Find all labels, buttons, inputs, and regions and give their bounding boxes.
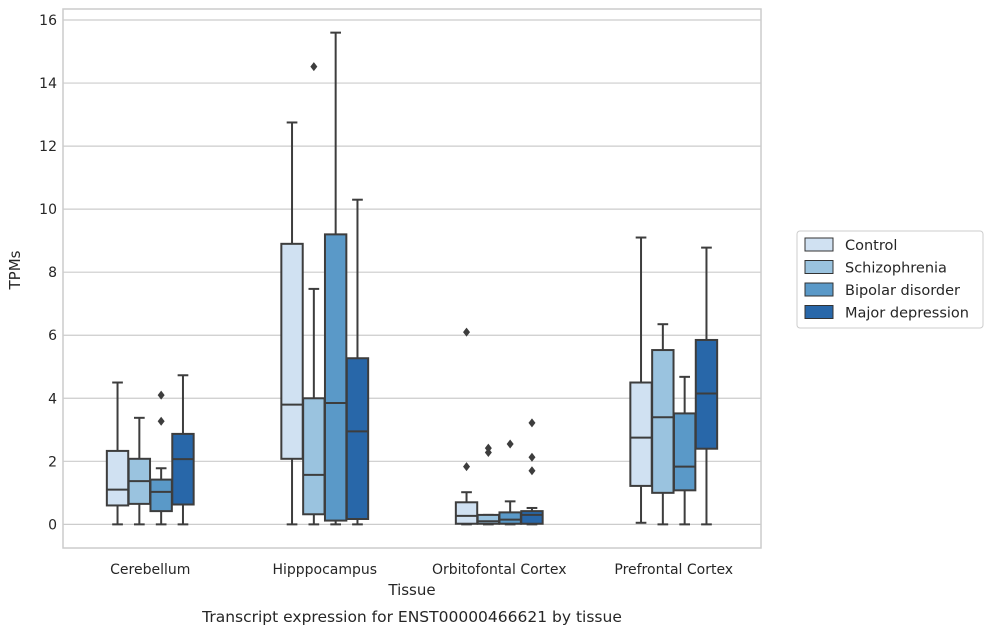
outlier-point [528,452,536,462]
box-major-depression [171,374,195,526]
x-tick-label: Prefrontal Cortex [614,562,733,578]
legend-swatch [804,237,834,252]
box-iqr [629,381,653,487]
x-tick-label: Cerebellum [110,562,190,578]
box-iqr [672,412,697,492]
box-control [629,236,653,524]
box-major-depression [345,198,370,526]
y-axis-label: TPMs [6,250,24,290]
legend-label: Control [845,238,897,254]
outlier-point [463,327,471,337]
legend: Control Schizophrenia Bipolar disorder Majo… [796,230,984,329]
x-tick-label: Orbitofontal Cortex [432,562,567,578]
box-control [454,327,479,526]
box-bipolar-disorder [323,31,348,526]
box-bipolar-disorder [149,390,173,526]
legend-label: Schizophrenia [845,261,947,277]
box-control [105,381,130,526]
y-tick-label: 2 [48,454,57,470]
y-tick-label: 14 [39,76,57,92]
legend-frame [796,230,984,329]
y-tick-label: 0 [48,517,57,533]
box-iqr [149,478,173,513]
outlier-point [484,443,492,453]
x-axis-label: Tissue [387,581,435,599]
box-iqr [454,501,479,525]
legend-swatch [804,260,834,274]
y-tick-label: 16 [39,13,57,29]
box-iqr [323,233,348,522]
box-iqr [520,510,544,525]
y-tick-label: 10 [39,202,57,218]
legend-swatch [804,305,834,319]
outlier-point [528,418,536,428]
y-tick-label: 12 [39,139,57,155]
box-schizophrenia [476,443,501,526]
box-iqr [345,357,370,521]
y-tick-labels: 0 2 4 6 8 10 12 14 16 [39,13,57,533]
box-iqr [280,242,304,460]
box-iqr [302,397,326,516]
outlier-point [310,62,318,72]
box-bipolar-disorder [498,439,522,526]
outlier-point [506,439,514,449]
legend-swatch [804,282,834,297]
plot-frame [62,8,762,549]
outlier-point [157,390,165,400]
box-control [280,121,304,526]
box-iqr [105,449,130,507]
box-iqr [476,513,501,525]
box-schizophrenia [302,62,326,526]
box-schizophrenia [651,323,675,526]
legend-label: Major depression [845,306,969,322]
y-tick-label: 4 [48,391,57,407]
legend-label: Bipolar disorder [845,283,960,299]
box-major-depression [520,418,544,526]
box-major-depression [694,246,719,526]
box-plots [105,31,719,526]
legend-items: Control Schizophrenia Bipolar disorder Majo… [804,237,969,322]
box-schizophrenia [127,416,152,526]
y-tick-label: 8 [48,265,57,281]
box-iqr [651,349,675,494]
y-tick-label: 6 [48,328,57,344]
outlier-point [528,466,536,476]
box-iqr [171,432,195,506]
box-iqr [498,511,522,525]
x-tick-labels: Cerebellum Hipppocampus Orbitofontal Corte… [110,562,733,578]
outlier-point [157,416,165,426]
chart-caption: Transcript expression for ENST0000046662… [201,608,622,626]
outlier-point [463,462,471,472]
box-bipolar-disorder [672,375,697,526]
x-tick-label: Hipppocampus [272,562,377,578]
